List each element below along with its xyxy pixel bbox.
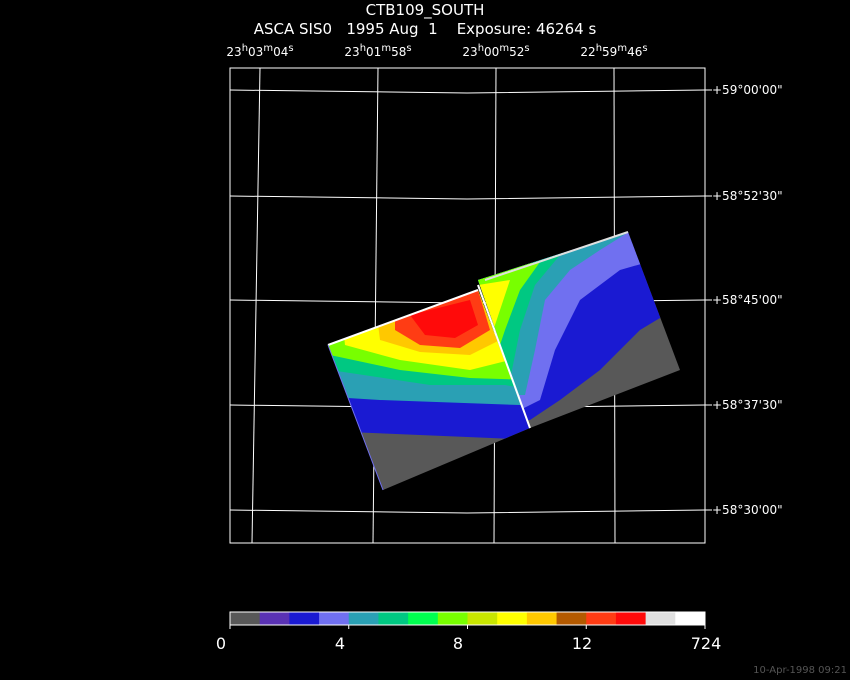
- colorbar-label-0: 0: [215, 634, 227, 653]
- dec-label-3: +58°45'00": [712, 293, 783, 307]
- colorbar-swatch: [230, 612, 261, 625]
- colorbar-swatch: [615, 612, 647, 625]
- colorbar-swatch: [348, 612, 379, 625]
- chip-edges: [327, 231, 629, 491]
- colorbar-label-2: 8: [452, 634, 464, 653]
- colorbar-swatch: [645, 612, 676, 625]
- colorbar-swatch: [586, 612, 617, 625]
- colorbar-label-1: 4: [334, 634, 346, 653]
- plot-frame: [229, 67, 706, 544]
- colorbar-swatch: [526, 612, 558, 625]
- colorbar-swatch: [675, 612, 706, 625]
- colorbar-label-4: 724: [690, 634, 722, 653]
- colorbar-swatch: [556, 612, 587, 625]
- colorbar-swatch: [467, 612, 498, 625]
- ra-label-2: 23h01m58s: [344, 43, 412, 59]
- colorbar-swatch: [319, 612, 350, 625]
- image-title: CTB109_SOUTH: [365, 1, 485, 19]
- colorbar-label-3: 12: [571, 634, 593, 653]
- colorbar-swatch: [289, 612, 320, 625]
- dec-label-4: +58°37'30": [712, 398, 783, 412]
- colorbar-swatch: [437, 612, 468, 625]
- ra-label-1: 23h03m04s: [226, 43, 294, 59]
- ra-label-4: 22h59m46s: [580, 43, 648, 59]
- dec-label-5: +58°30'00": [712, 503, 783, 517]
- colorbar-swatch: [497, 612, 528, 625]
- color-bar: [230, 612, 706, 625]
- dec-label-1: +59°00'00": [712, 83, 783, 97]
- dec-label-2: +58°52'30": [712, 189, 783, 203]
- ra-label-3: 23h00m52s: [462, 43, 530, 59]
- colorbar-swatch: [408, 612, 439, 625]
- timestamp: 10-Apr-1998 09:21: [753, 665, 847, 676]
- observation-info: ASCA SIS0 1995 Aug 1 Exposure: 46264 s: [253, 20, 597, 38]
- colorbar-swatch: [378, 612, 409, 625]
- colorbar-swatch: [259, 612, 290, 625]
